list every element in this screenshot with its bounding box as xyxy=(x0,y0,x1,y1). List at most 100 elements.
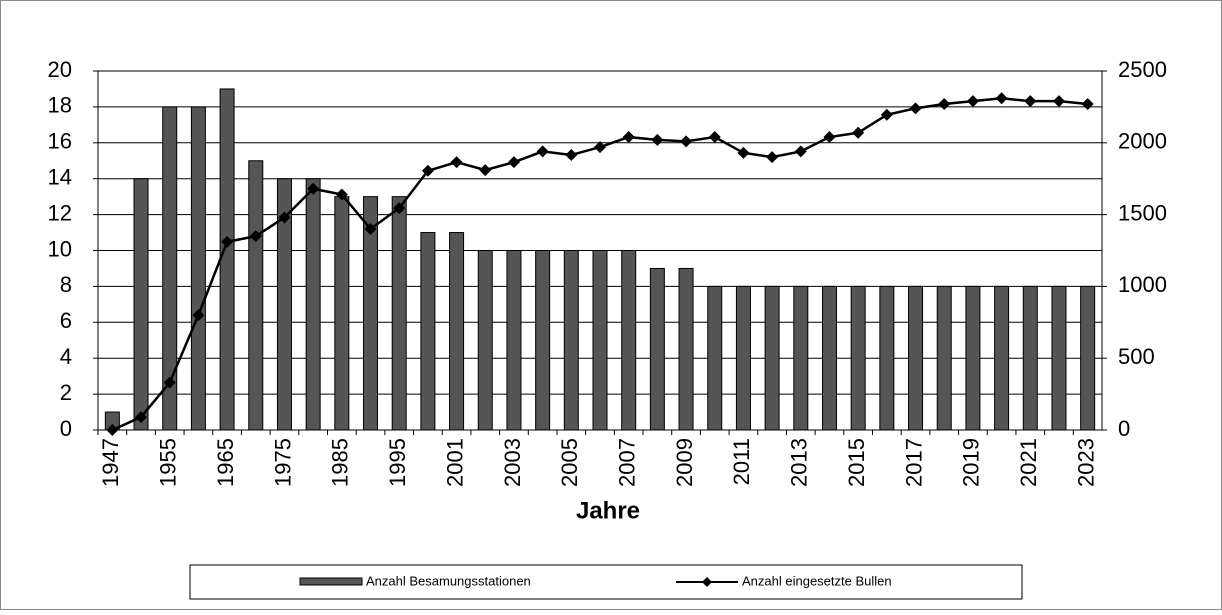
legend-bar-swatch xyxy=(299,577,363,586)
line-marker xyxy=(880,108,893,121)
line-marker xyxy=(1081,98,1094,111)
line-marker xyxy=(938,98,951,111)
line-marker xyxy=(622,131,635,144)
y-tick-label: 2 xyxy=(60,380,72,405)
bar xyxy=(219,88,235,431)
x-tick-label: 1985 xyxy=(328,438,353,487)
bar xyxy=(1022,285,1038,431)
line-marker xyxy=(364,222,377,235)
y-tick-label: 6 xyxy=(60,308,72,333)
x-tick-label: 2015 xyxy=(844,438,869,487)
line-marker xyxy=(651,133,664,146)
bar xyxy=(334,196,350,431)
bar xyxy=(879,285,895,431)
bar xyxy=(477,250,493,431)
y-tick-label: 12 xyxy=(48,200,72,225)
line-marker xyxy=(966,95,979,108)
bar xyxy=(965,285,981,431)
y-tick-label: 20 xyxy=(48,57,72,82)
bar xyxy=(678,267,694,431)
bar xyxy=(793,285,809,431)
y-tick-label: 16 xyxy=(48,129,72,154)
bar xyxy=(735,285,751,431)
y2-tick-label: 500 xyxy=(1118,344,1155,369)
legend-label: Anzahl Besamungsstationen xyxy=(366,573,531,588)
y2-tick-label: 0 xyxy=(1118,416,1130,441)
line-marker xyxy=(995,92,1008,105)
bar xyxy=(162,106,178,431)
bar xyxy=(621,250,637,431)
x-tick-label: 1995 xyxy=(385,438,410,487)
x-tick-label: 2023 xyxy=(1073,438,1098,487)
bar xyxy=(936,285,952,431)
line-marker xyxy=(794,145,807,158)
line-marker xyxy=(565,149,578,162)
line-marker xyxy=(594,141,606,154)
y-tick-label: 8 xyxy=(60,272,72,297)
bar xyxy=(305,178,321,431)
y-tick-label: 0 xyxy=(60,416,72,441)
x-tick-label: 2021 xyxy=(1016,438,1041,487)
line-marker xyxy=(909,102,922,115)
line-marker xyxy=(479,164,492,177)
bar xyxy=(391,196,407,431)
x-tick-label: 2005 xyxy=(557,438,582,487)
line-marker xyxy=(766,151,779,164)
y2-tick-label: 2000 xyxy=(1118,129,1167,154)
legend-marker xyxy=(702,577,712,587)
bar xyxy=(190,106,206,431)
y2-tick-label: 1000 xyxy=(1118,272,1167,297)
line-marker xyxy=(393,202,406,215)
line-marker xyxy=(450,156,463,169)
bar xyxy=(506,250,522,431)
bar xyxy=(449,232,465,431)
y-tick-label: 14 xyxy=(48,165,72,190)
bar xyxy=(707,285,723,431)
line-marker xyxy=(135,411,148,424)
bar xyxy=(850,285,866,431)
line-marker xyxy=(507,156,520,169)
line-marker xyxy=(335,188,348,201)
bar xyxy=(563,250,579,431)
bar xyxy=(764,285,780,431)
y-tick-label: 4 xyxy=(60,344,72,369)
bar xyxy=(592,250,608,431)
bar xyxy=(420,232,436,431)
line-marker xyxy=(823,131,836,144)
line-marker xyxy=(192,309,205,322)
x-tick-label: 2017 xyxy=(901,438,926,487)
bar xyxy=(1051,285,1067,431)
x-tick-label: 2019 xyxy=(959,438,984,487)
x-tick-label: 2013 xyxy=(787,438,812,487)
line-marker xyxy=(307,182,320,195)
line-marker xyxy=(737,146,750,159)
y2-tick-label: 2500 xyxy=(1118,57,1167,82)
line-marker xyxy=(852,126,865,139)
x-tick-label: 2007 xyxy=(614,438,639,487)
x-tick-label: 2009 xyxy=(672,438,697,487)
bar xyxy=(649,267,665,431)
line-marker xyxy=(680,135,693,148)
line-marker xyxy=(421,164,434,177)
line-marker xyxy=(1024,95,1037,108)
y2-tick-label: 1500 xyxy=(1118,200,1167,225)
y-tick-label: 10 xyxy=(48,236,72,261)
bar xyxy=(1080,285,1096,431)
x-tick-label: 2001 xyxy=(442,438,467,487)
line-marker xyxy=(278,211,291,224)
line-marker xyxy=(536,145,549,158)
legend-label: Anzahl eingesetzte Bullen xyxy=(742,573,892,588)
x-axis-title: Jahre xyxy=(576,497,640,524)
bar xyxy=(994,285,1010,431)
line-marker xyxy=(708,131,721,144)
bar xyxy=(248,160,264,431)
line-marker xyxy=(1052,95,1065,108)
x-tick-label: 1975 xyxy=(270,438,295,487)
line-marker xyxy=(163,376,176,389)
y-tick-label: 18 xyxy=(48,93,72,118)
bar xyxy=(908,285,924,431)
bar xyxy=(276,178,292,431)
line-marker xyxy=(106,424,119,436)
bar xyxy=(133,178,149,431)
